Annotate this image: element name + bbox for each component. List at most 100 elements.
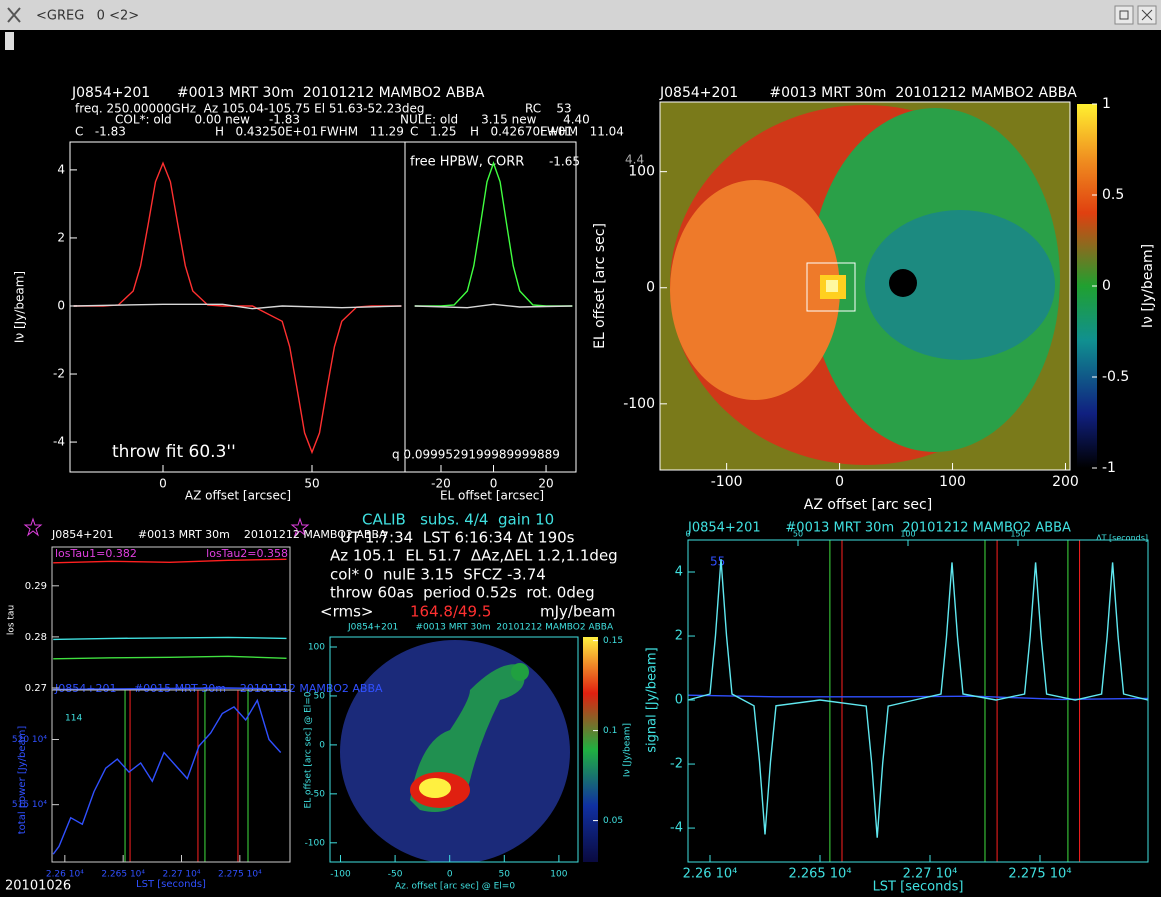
y-axis-label: EL offset [arc sec] @ El=0 — [304, 691, 314, 808]
plot-frame — [659, 101, 1071, 471]
y-tick-label: 2 — [57, 230, 65, 244]
header: FWHM 11.04 — [540, 125, 624, 139]
footer-date: 20101026 — [5, 879, 71, 894]
y-tick-label: -4 — [670, 821, 683, 836]
plot-frame — [51, 689, 291, 863]
window-button-icons — [1119, 9, 1153, 21]
header: J0854+201 #0013 MRT 30m 20101212 MAMBO2 … — [347, 623, 614, 633]
y-tick-label: -100 — [623, 396, 655, 412]
y-tick-label: 0.27 — [25, 683, 47, 694]
colorbar-tick-label: 0 — [1102, 278, 1111, 294]
calib-line: UT 1:7:34 LST 6:16:34 Δt 190s — [340, 529, 575, 547]
header: H 0.42670E+01 — [470, 125, 573, 139]
header: J0854+201 #0013 MRT 30m 20101212 MAMBO2 … — [687, 521, 1071, 536]
header: NULE: old 3.15 new 4.40 — [400, 113, 590, 127]
colorbar-tick-label: 0.05 — [603, 816, 623, 826]
colorbar-label: Iν [Jy/beam] — [1140, 244, 1156, 328]
x2-axis-label: ΔT [seconds] — [1096, 534, 1148, 543]
x-tick-label: 2.275 10⁴ — [1008, 867, 1071, 882]
x-tick-label: 2.27 10⁴ — [163, 870, 201, 880]
x-axis-label: LST [seconds] — [873, 880, 964, 895]
y-tick-label: 2 — [675, 629, 683, 644]
y-tick-label: -2 — [670, 757, 683, 772]
annotation: q 0.0999529199989999889 — [392, 448, 560, 462]
data-line — [73, 161, 402, 455]
x-axis-label: LST [seconds] — [136, 879, 206, 890]
map-image — [330, 637, 578, 862]
calib-line: Az 105.1 EL 51.7 ΔAz,ΔEL 1.2,1.1deg — [330, 547, 618, 565]
y-tick-label: 100 — [308, 642, 325, 652]
annotation: 4.4 — [625, 153, 644, 167]
x2-tick-label: 150 — [1010, 530, 1025, 539]
y-axis-label: total power [Jy/beam] — [17, 726, 28, 835]
colorbar-tick-label: -0.5 — [1102, 369, 1129, 385]
x-tick-label: 0 — [490, 477, 498, 491]
y-tick-label: 4 — [57, 162, 65, 176]
x-tick-label: 50 — [499, 870, 511, 880]
y-axis-label: Iν [Jy/beam] — [13, 271, 27, 343]
data-line — [687, 559, 1148, 838]
x2-tick-label: 50 — [793, 530, 803, 539]
plot-frame — [404, 141, 577, 473]
header: J0854+201 #0013 MRT 30m 20101212 MAMBO2 … — [659, 85, 1077, 101]
x-tick-label: 2.27 10⁴ — [903, 867, 958, 882]
plot-frame — [329, 636, 579, 863]
data-line — [414, 160, 573, 307]
y-tick-label: 4 — [675, 565, 683, 580]
x-tick-label: 20 — [538, 477, 553, 491]
star-icon — [23, 517, 43, 537]
colorbar-tick-label: 0.5 — [1102, 187, 1124, 203]
y-tick-label: 50 — [314, 691, 326, 701]
annotation: 55 — [710, 555, 725, 569]
app-icon — [7, 7, 21, 23]
x-tick-label: 2.265 10⁴ — [101, 870, 145, 880]
colorbar-tick-label: 0.15 — [603, 636, 623, 646]
header: C 1.25 — [410, 125, 457, 139]
x-tick-label: 0 — [835, 474, 844, 490]
title-bar — [0, 0, 1161, 30]
x-tick-label: -100 — [330, 870, 351, 880]
window-title: <GREG 0 <2> — [36, 9, 139, 24]
star-icon — [290, 517, 310, 537]
header: J0854+201 #0013 MRT 30m 20101212 MAMBO2 … — [51, 528, 387, 541]
calib-line: CALIB subs. 4/4 gain 10 — [362, 511, 554, 529]
y-axis-label: signal [Jy/beam] — [645, 647, 660, 753]
y-tick-label: -4 — [53, 435, 65, 449]
data-line — [53, 687, 287, 691]
x-tick-label: -20 — [431, 477, 451, 491]
header: H 0.43250E+01 — [215, 125, 318, 139]
annotation: -1.65 — [549, 155, 580, 169]
x2-tick-label: 0 — [685, 530, 690, 539]
header: freq. 250.00000GHz Az 105.04-105.75 El 5… — [75, 102, 425, 116]
plot-frame — [687, 539, 1149, 863]
data-line — [53, 655, 287, 660]
y-tick-label: 515 10⁴ — [12, 800, 47, 810]
annotation: 114 — [65, 714, 82, 724]
header: RC 53 — [525, 102, 572, 116]
annotation: losTau1=0.382 — [55, 547, 137, 560]
rms-unit: mJy/beam — [540, 603, 616, 621]
data-line — [414, 303, 573, 309]
x-axis-label: Az. offset [arc sec] @ El=0 — [395, 882, 515, 892]
y-tick-label: -2 — [53, 367, 65, 381]
data-line — [53, 558, 287, 564]
x-tick-label: 200 — [1052, 474, 1079, 490]
data-line — [52, 698, 282, 855]
x2-tick-label: 100 — [900, 530, 915, 539]
colorbar — [583, 637, 598, 862]
y-tick-label: 100 — [628, 164, 655, 180]
maximize-button[interactable] — [1114, 5, 1134, 25]
x-tick-label: 0 — [159, 477, 167, 491]
y-tick-label: 0 — [319, 740, 325, 750]
x-tick-label: -100 — [711, 474, 743, 490]
y-tick-label: 520 10⁴ — [12, 735, 47, 745]
header: FWHM 11.29 — [320, 125, 404, 139]
x-tick-label: 2.26 10⁴ — [46, 870, 84, 880]
colorbar-tick-label: 1 — [1102, 96, 1111, 112]
x-tick-label: 2.275 10⁴ — [218, 870, 262, 880]
annotation: free HPBW, CORR — [410, 155, 524, 170]
y-tick-label: 0 — [646, 280, 655, 296]
